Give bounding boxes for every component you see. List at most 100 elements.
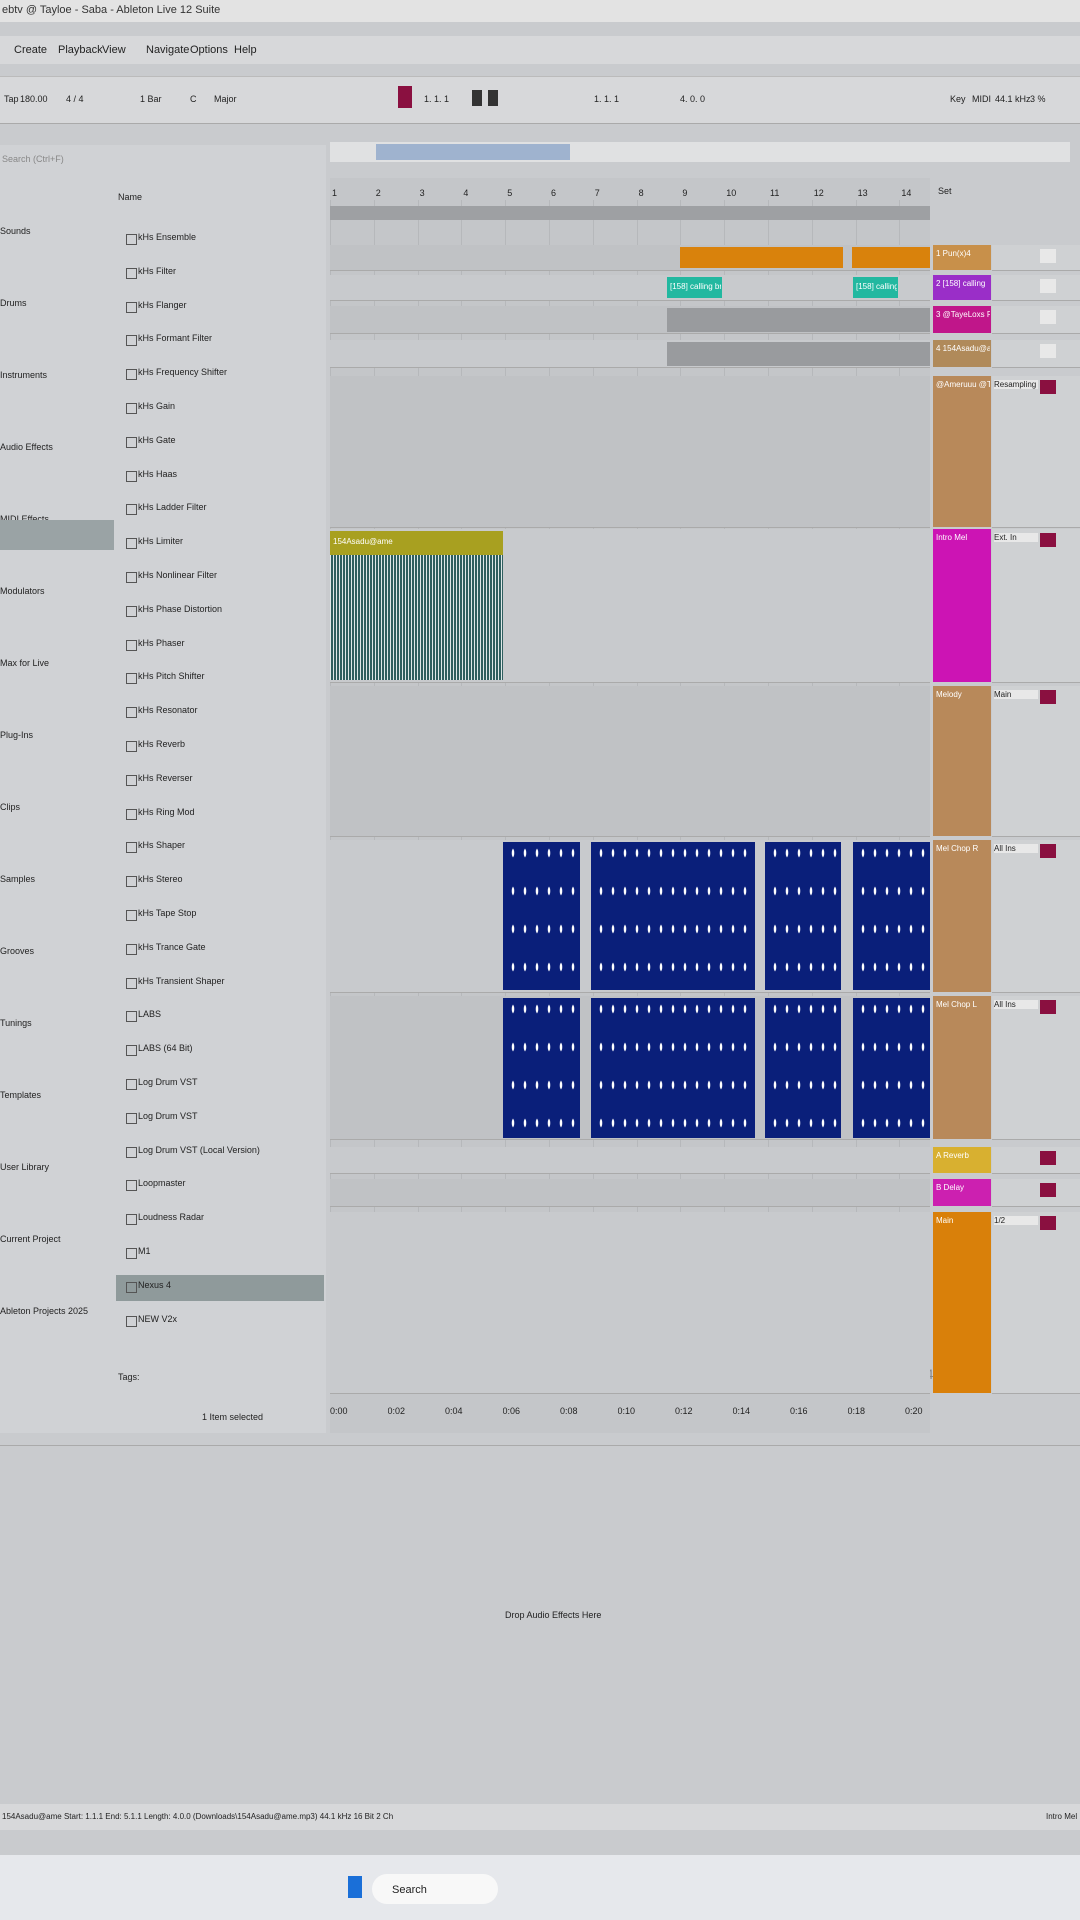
track-name[interactable]: Mel Chop L [936, 1000, 977, 1009]
browser-item[interactable]: kHs Trance Gate [138, 941, 206, 952]
track-header[interactable] [933, 306, 991, 333]
track-input[interactable]: Ext. In [994, 533, 1038, 542]
track-input[interactable]: All Ins [994, 844, 1038, 853]
browser-item[interactable]: Log Drum VST [138, 1077, 198, 1087]
browser-item[interactable]: Nexus 4 [138, 1279, 172, 1290]
transport-key-map[interactable]: Key [950, 94, 966, 104]
browser-search[interactable]: Search (Ctrl+F) [2, 154, 64, 164]
browser-place[interactable]: Audio Effects [0, 442, 53, 452]
track-header[interactable] [933, 996, 991, 1139]
track-activator[interactable] [1040, 533, 1056, 547]
transport-tap[interactable]: Tap [4, 94, 19, 104]
browser-item[interactable]: Log Drum VST [138, 1110, 198, 1121]
track-activator[interactable] [1040, 1151, 1056, 1165]
browser-place[interactable]: Plug-Ins [0, 730, 34, 740]
browser-item[interactable]: kHs Flanger [138, 299, 187, 310]
track-activator[interactable] [1040, 249, 1056, 263]
track-header[interactable] [933, 376, 991, 527]
stop-button[interactable] [472, 90, 482, 106]
track-header[interactable] [933, 529, 991, 682]
transport-loop-start[interactable]: 1. 1. 1 [594, 94, 620, 104]
browser-place[interactable]: Templates [0, 1090, 42, 1100]
transport-scale[interactable]: Major [214, 94, 237, 104]
browser-item[interactable]: kHs Resonator [138, 705, 198, 716]
track-input[interactable]: 1/2 [994, 1216, 1038, 1225]
track-name[interactable]: 3 @TayeLoxs R [936, 310, 990, 319]
taskbar-search[interactable]: Search [392, 1884, 427, 1896]
track-name[interactable]: 1 Pun(x)4 [936, 249, 971, 258]
track-name[interactable]: 4 154Asadu@ame [936, 344, 990, 353]
track-activator[interactable] [1040, 344, 1056, 358]
browser-place[interactable]: User Library [0, 1162, 50, 1172]
track-header[interactable] [933, 1147, 991, 1173]
play-button[interactable] [488, 90, 498, 106]
track-name[interactable]: @Ameruuu @T [936, 380, 990, 389]
track-activator[interactable] [1040, 279, 1056, 293]
browser-item[interactable]: kHs Gate [138, 434, 176, 445]
menu-item[interactable]: Create [14, 44, 48, 56]
browser-item[interactable]: Loopmaster [138, 1178, 186, 1189]
transport-tempo[interactable]: 180.00 [20, 94, 48, 104]
track-header[interactable] [933, 340, 991, 367]
browser-item[interactable]: Loudness Radar [138, 1212, 205, 1223]
track-activator[interactable] [1040, 1183, 1056, 1197]
browser-item[interactable]: NEW V2x [138, 1313, 178, 1324]
track-header[interactable] [933, 245, 991, 270]
browser-item[interactable]: kHs Shaper [138, 840, 186, 851]
track-activator[interactable] [1040, 310, 1056, 324]
track-name[interactable]: Mel Chop R [936, 844, 979, 853]
track-input[interactable]: Main [994, 690, 1038, 699]
browser-item[interactable]: kHs Phaser [138, 637, 185, 648]
browser-item[interactable]: kHs Pitch Shifter [138, 671, 205, 682]
browser-item[interactable]: kHs Phase Distortion [138, 603, 223, 614]
browser-item[interactable]: kHs Gain [138, 401, 176, 411]
menu-item[interactable]: View [102, 44, 126, 56]
browser-place[interactable]: Clips [0, 802, 21, 812]
menu-item[interactable]: Playback [58, 44, 103, 56]
browser-item[interactable]: M1 [138, 1246, 151, 1256]
transport-loop-length[interactable]: 4. 0. 0 [680, 94, 706, 104]
browser-item[interactable]: kHs Tape Stop [138, 908, 197, 918]
track-activator[interactable] [1040, 380, 1056, 394]
track-header[interactable] [933, 840, 991, 992]
track-name[interactable]: Intro Mel [936, 533, 968, 542]
browser-item[interactable]: kHs Ladder Filter [138, 502, 207, 513]
clip-name[interactable]: 154Asadu@ame [333, 537, 393, 546]
clip-name[interactable]: [158] calling br [670, 282, 721, 291]
menu-item[interactable]: Navigate [146, 44, 190, 56]
track-name[interactable]: 2 [158] calling [936, 279, 986, 288]
transport-key[interactable]: C [190, 94, 197, 104]
transport-signature[interactable]: 4 / 4 [66, 94, 84, 104]
track-header[interactable] [933, 686, 991, 836]
browser-item[interactable]: kHs Ring Mod [138, 806, 195, 817]
browser-place[interactable]: Modulators [0, 586, 45, 596]
transport-quantize[interactable]: 1 Bar [140, 94, 162, 104]
track-activator[interactable] [1040, 690, 1056, 704]
taskbar-search-box[interactable] [372, 1874, 498, 1904]
browser-item[interactable]: kHs Nonlinear Filter [138, 570, 218, 580]
browser-item[interactable]: kHs Frequency Shifter [138, 367, 228, 378]
track-activator[interactable] [1040, 1000, 1056, 1014]
transport-midi-map[interactable]: MIDI [972, 94, 991, 104]
track-activator[interactable] [1040, 844, 1056, 858]
track-header[interactable] [933, 1179, 991, 1206]
browser-item[interactable]: kHs Stereo [138, 874, 183, 885]
browser-item[interactable]: kHs Reverser [138, 772, 193, 783]
track-name[interactable]: A Reverb [936, 1151, 969, 1160]
browser-place[interactable]: Drums [0, 298, 27, 308]
browser-item[interactable]: kHs Haas [138, 468, 178, 479]
browser-place[interactable]: Grooves [0, 946, 35, 956]
browser-place[interactable]: Sounds [0, 226, 31, 236]
track-input[interactable]: Resampling [994, 380, 1038, 389]
browser-place[interactable]: Samples [0, 874, 36, 884]
browser-item[interactable]: kHs Filter [138, 265, 176, 276]
track-header[interactable] [933, 1212, 991, 1393]
browser-item[interactable]: kHs Transient Shaper [138, 975, 225, 986]
browser-place[interactable]: MIDI Effects [0, 514, 49, 524]
browser-place[interactable]: Ableton Projects 2025 [0, 1306, 89, 1316]
track-name[interactable]: B Delay [936, 1183, 965, 1192]
browser-item[interactable]: kHs Limiter [138, 536, 184, 547]
browser-item[interactable]: LABS [138, 1009, 162, 1020]
track-input[interactable]: All Ins [994, 1000, 1038, 1009]
browser-item[interactable]: kHs Ensemble [138, 232, 197, 242]
